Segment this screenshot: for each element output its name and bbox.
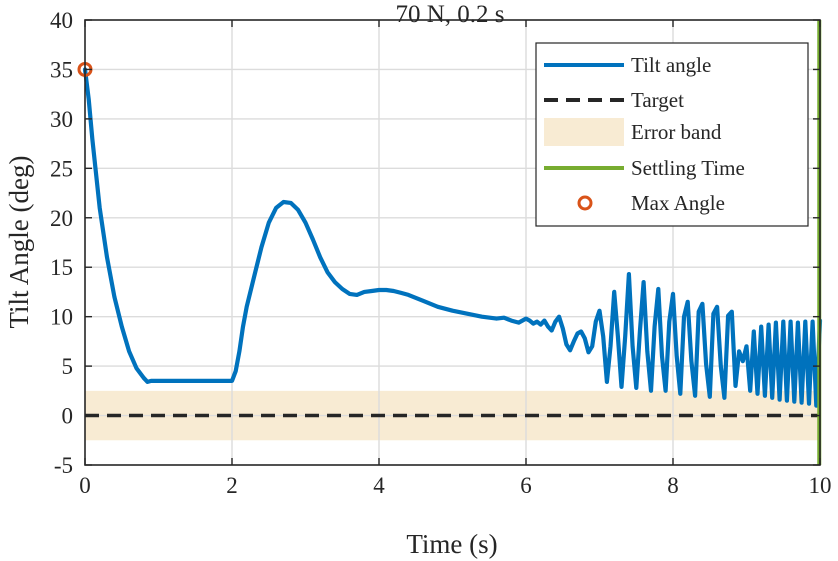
legend-label-tilt: Tilt angle xyxy=(631,53,711,77)
x-tick-label: 6 xyxy=(520,473,532,498)
legend-label-settling: Settling Time xyxy=(631,156,745,180)
y-tick-label: 0 xyxy=(62,404,74,429)
axes xyxy=(84,19,821,466)
x-axis-label: Time (s) xyxy=(406,529,497,559)
legend-swatch-max-angle xyxy=(577,195,593,211)
legend-label-target: Target xyxy=(631,88,684,112)
y-tick-label: 15 xyxy=(50,255,73,280)
y-tick-label: 40 xyxy=(50,8,73,33)
legend-label-band: Error band xyxy=(631,120,722,144)
y-tick-label: 10 xyxy=(50,305,73,330)
y-axis-label: Tilt Angle (deg) xyxy=(4,155,34,328)
x-tick-label: 4 xyxy=(373,473,385,498)
y-tick-label: -5 xyxy=(54,453,73,478)
series-line-tilt-angle xyxy=(82,67,823,408)
chart-title: 70 N, 0.2 s xyxy=(395,1,504,28)
x-tick-label: 8 xyxy=(667,473,679,498)
x-tick-label: 10 xyxy=(809,473,832,498)
legend-swatch-band xyxy=(544,118,624,146)
legend: Tilt angle Target Error band Settling Ti… xyxy=(535,42,809,227)
legend-label-max-angle: Max Angle xyxy=(631,191,725,215)
y-tick-label: 30 xyxy=(50,107,73,132)
axes-box xyxy=(84,19,821,466)
x-tick-label: 0 xyxy=(79,473,91,498)
y-tick-label: 25 xyxy=(50,156,73,181)
y-tick-label: 5 xyxy=(62,354,74,379)
y-tick-label: 35 xyxy=(50,57,73,82)
x-tick-label: 2 xyxy=(226,473,238,498)
y-tick-label: 20 xyxy=(50,206,73,231)
